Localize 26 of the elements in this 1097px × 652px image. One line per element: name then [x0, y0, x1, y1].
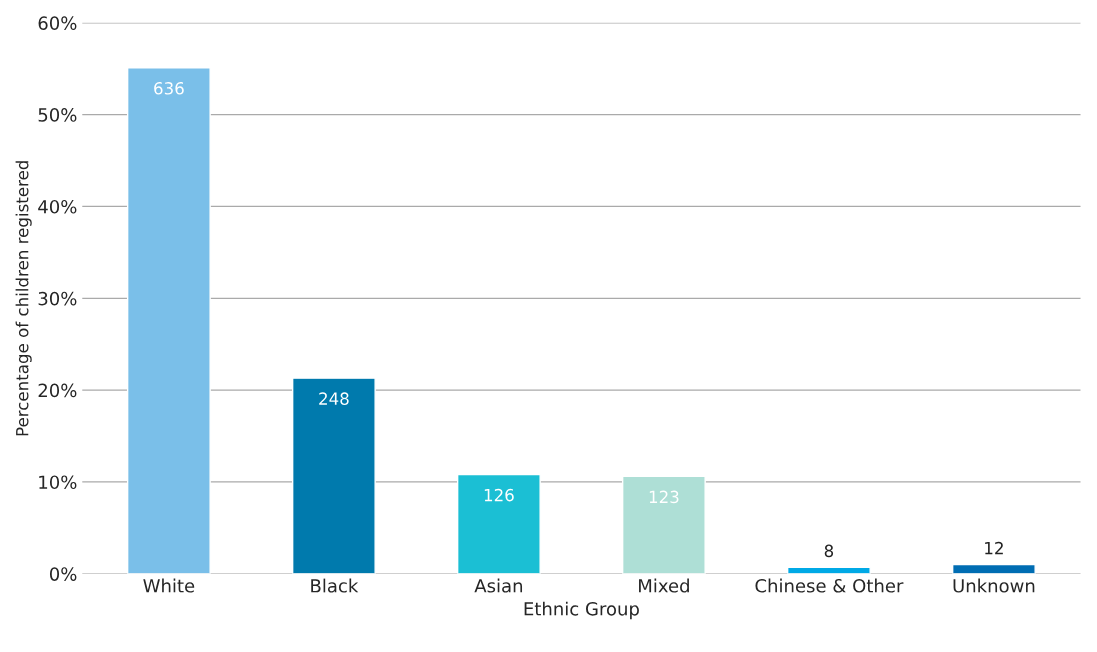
x-tick-label: Unknown [953, 578, 1035, 593]
y-tick-label: 50% [38, 108, 77, 122]
y-tick-label: 30% [38, 291, 77, 306]
y-tick-label: 20% [38, 383, 77, 398]
x-tick-label: Mixed [639, 578, 689, 593]
y-tick-label: 10% [39, 475, 77, 490]
y-tick-label: 60% [38, 16, 77, 30]
x-tick-label: Black [311, 578, 359, 593]
annotation: 8 [824, 544, 834, 558]
bar [456, 473, 541, 574]
x-axis-title: Ethnic Group [524, 601, 639, 620]
y-tick-label: 0% [49, 567, 77, 581]
annotation: 636 [154, 82, 184, 95]
x-tick-label: White [143, 578, 195, 593]
bar [621, 475, 706, 574]
y-tick-label: 40% [38, 199, 77, 214]
x-tick-label: Asian [474, 578, 523, 593]
bar [126, 67, 211, 574]
y-axis-title: Percentage of children registered [15, 161, 32, 436]
x-tick-label: Chinese & Other [755, 578, 904, 593]
bar [951, 563, 1036, 574]
annotation: 126 [484, 488, 514, 502]
annotation: 12 [985, 541, 1003, 555]
bar [291, 377, 376, 574]
annotation: 248 [319, 392, 349, 405]
annotation: 123 [649, 490, 679, 504]
